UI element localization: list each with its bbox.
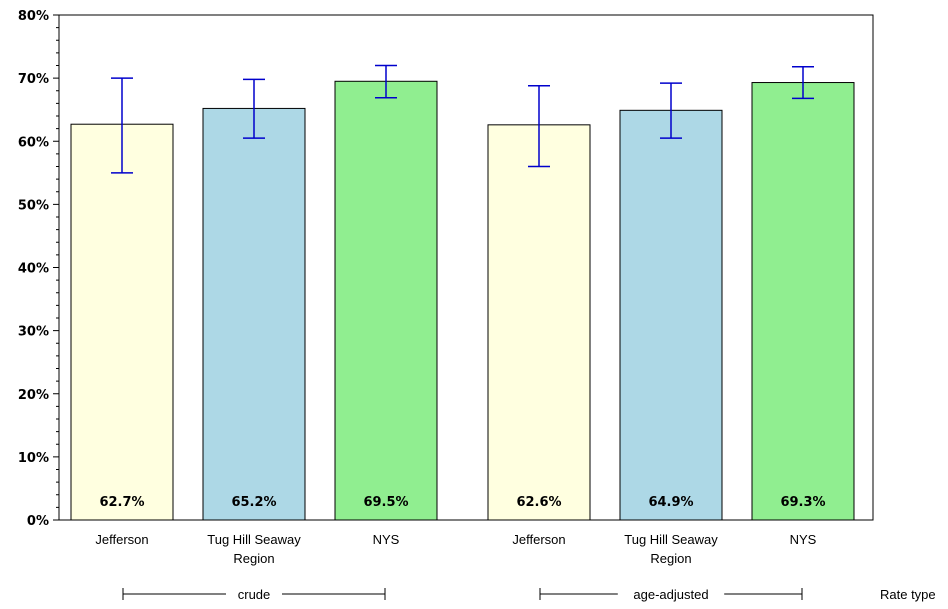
category-label: NYS	[790, 532, 817, 547]
y-tick-label: 20%	[18, 388, 49, 403]
bar-value-label: 69.3%	[780, 495, 825, 510]
bar	[619, 109, 723, 521]
group-label: age-adjusted	[633, 587, 708, 602]
category-label: Tug Hill Seaway Region	[207, 532, 301, 566]
group-label: crude	[238, 587, 271, 602]
bar-value-label: 64.9%	[648, 495, 693, 510]
bar	[487, 124, 591, 521]
category-label: NYS	[373, 532, 400, 547]
bar-value-label: 62.7%	[99, 495, 144, 510]
bar	[334, 80, 438, 521]
y-tick-label: 50%	[18, 198, 49, 213]
y-tick-label: 0%	[27, 514, 49, 529]
bar-value-label: 69.5%	[363, 495, 408, 510]
category-label: Jefferson	[95, 532, 148, 547]
y-tick-label: 30%	[18, 325, 49, 340]
bar	[202, 107, 306, 521]
y-tick-label: 70%	[18, 72, 49, 87]
plot-frame	[58, 14, 874, 521]
y-tick-label: 60%	[18, 135, 49, 150]
y-tick-label: 10%	[18, 451, 49, 466]
y-tick-label: 40%	[18, 262, 49, 277]
category-label: Jefferson	[512, 532, 565, 547]
bar-value-label: 65.2%	[231, 495, 276, 510]
bar-value-label: 62.6%	[516, 495, 561, 510]
group-axis-label: Rate type	[880, 587, 936, 602]
bar	[70, 123, 174, 521]
bar	[751, 82, 855, 521]
category-label: Tug Hill Seaway Region	[624, 532, 718, 566]
y-tick-label: 80%	[18, 9, 49, 24]
